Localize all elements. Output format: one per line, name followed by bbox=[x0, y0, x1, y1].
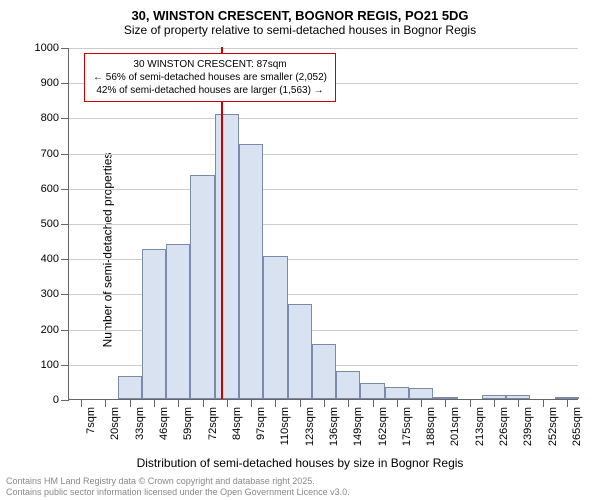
x-tick-label: 7sqm bbox=[85, 407, 97, 434]
x-tick-label: 213sqm bbox=[474, 407, 486, 446]
x-tick bbox=[567, 399, 568, 407]
x-tick-label: 33sqm bbox=[134, 407, 146, 440]
x-tick-label: 252sqm bbox=[547, 407, 559, 446]
y-tick-label: 0 bbox=[53, 394, 69, 406]
histogram-bar bbox=[312, 344, 336, 399]
histogram-bar bbox=[263, 256, 287, 399]
x-tick-label: 162sqm bbox=[377, 407, 389, 446]
x-tick-label: 84sqm bbox=[231, 407, 243, 440]
x-tick bbox=[203, 399, 204, 407]
x-tick bbox=[324, 399, 325, 407]
y-tick-label: 1000 bbox=[35, 42, 69, 54]
x-tick bbox=[397, 399, 398, 407]
grid-line bbox=[69, 189, 578, 190]
y-tick-label: 900 bbox=[41, 77, 69, 89]
x-tick-label: 136sqm bbox=[328, 407, 340, 446]
histogram-bar bbox=[215, 114, 239, 399]
x-tick bbox=[227, 399, 228, 407]
chart-subtitle: Size of property relative to semi-detach… bbox=[0, 23, 600, 41]
y-tick-label: 800 bbox=[41, 112, 69, 124]
x-tick-label: 97sqm bbox=[255, 407, 267, 440]
x-tick-label: 59sqm bbox=[182, 407, 194, 440]
histogram-bar bbox=[142, 249, 166, 399]
x-tick bbox=[470, 399, 471, 407]
footer-line1: Contains HM Land Registry data © Crown c… bbox=[6, 476, 350, 487]
histogram-bar bbox=[360, 383, 384, 399]
grid-line bbox=[69, 48, 578, 49]
x-tick bbox=[154, 399, 155, 407]
y-tick-label: 300 bbox=[41, 288, 69, 300]
y-tick-label: 100 bbox=[41, 359, 69, 371]
x-tick bbox=[373, 399, 374, 407]
grid-line bbox=[69, 224, 578, 225]
histogram-bar bbox=[190, 175, 214, 399]
x-tick-label: 149sqm bbox=[352, 407, 364, 446]
x-tick-label: 239sqm bbox=[522, 407, 534, 446]
x-tick bbox=[300, 399, 301, 407]
histogram-bar bbox=[385, 387, 409, 399]
plot-area: 010020030040050060070080090010007sqm20sq… bbox=[68, 48, 578, 400]
x-tick-label: 201sqm bbox=[449, 407, 461, 446]
histogram-bar bbox=[118, 376, 142, 399]
footer-line2: Contains public sector information licen… bbox=[6, 487, 350, 498]
annotation-box: 30 WINSTON CRESCENT: 87sqm ← 56% of semi… bbox=[84, 53, 336, 102]
x-tick bbox=[445, 399, 446, 407]
x-tick bbox=[421, 399, 422, 407]
x-tick-label: 226sqm bbox=[498, 407, 510, 446]
x-tick bbox=[348, 399, 349, 407]
histogram-bar bbox=[336, 371, 360, 399]
chart-title: 30, WINSTON CRESCENT, BOGNOR REGIS, PO21… bbox=[0, 0, 600, 23]
x-tick-label: 175sqm bbox=[401, 407, 413, 446]
x-tick-label: 123sqm bbox=[304, 407, 316, 446]
x-tick bbox=[178, 399, 179, 407]
x-axis-label: Distribution of semi-detached houses by … bbox=[0, 456, 600, 470]
grid-line bbox=[69, 118, 578, 119]
x-tick-label: 20sqm bbox=[109, 407, 121, 440]
histogram-bar bbox=[166, 244, 190, 399]
y-tick-label: 600 bbox=[41, 183, 69, 195]
annotation-line1: 30 WINSTON CRESCENT: 87sqm bbox=[93, 58, 327, 71]
x-tick bbox=[494, 399, 495, 407]
y-tick-label: 200 bbox=[41, 324, 69, 336]
x-tick bbox=[251, 399, 252, 407]
x-tick-label: 72sqm bbox=[207, 407, 219, 440]
x-tick-label: 188sqm bbox=[425, 407, 437, 446]
x-tick-label: 46sqm bbox=[158, 407, 170, 440]
footer: Contains HM Land Registry data © Crown c… bbox=[6, 476, 350, 498]
histogram-bar bbox=[409, 388, 433, 399]
x-tick bbox=[81, 399, 82, 407]
x-tick bbox=[543, 399, 544, 407]
annotation-line3: 42% of semi-detached houses are larger (… bbox=[93, 84, 327, 97]
x-tick-label: 110sqm bbox=[279, 407, 291, 445]
x-tick bbox=[518, 399, 519, 407]
x-tick bbox=[275, 399, 276, 407]
histogram-bar bbox=[239, 144, 263, 399]
x-tick-label: 265sqm bbox=[571, 407, 583, 446]
x-tick bbox=[130, 399, 131, 407]
grid-line bbox=[69, 154, 578, 155]
annotation-line2: ← 56% of semi-detached houses are smalle… bbox=[93, 71, 327, 84]
y-tick-label: 700 bbox=[41, 148, 69, 160]
histogram-bar bbox=[288, 304, 312, 399]
x-tick bbox=[105, 399, 106, 407]
y-tick-label: 400 bbox=[41, 253, 69, 265]
chart-container: 30, WINSTON CRESCENT, BOGNOR REGIS, PO21… bbox=[0, 0, 600, 500]
y-tick-label: 500 bbox=[41, 218, 69, 230]
